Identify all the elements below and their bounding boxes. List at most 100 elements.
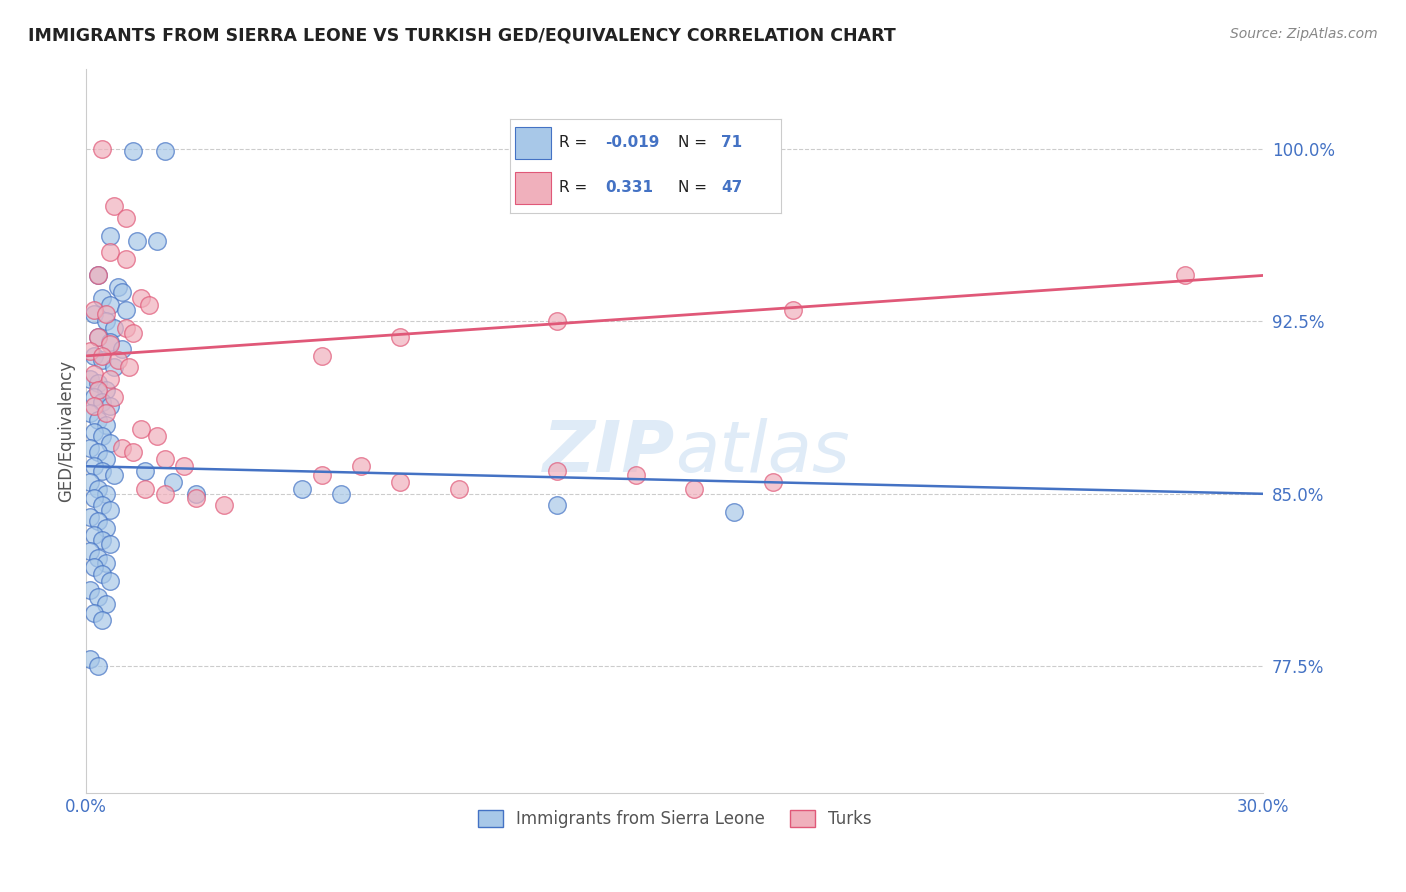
Point	[212, 498, 235, 512]
Point	[94, 521, 117, 535]
Point	[110, 285, 132, 299]
Point	[87, 591, 110, 605]
Point	[98, 537, 121, 551]
Point	[94, 308, 117, 322]
Point	[87, 330, 110, 344]
Point	[98, 372, 121, 386]
Point	[389, 330, 412, 344]
Point	[98, 436, 121, 450]
Point	[129, 292, 152, 306]
Point	[83, 528, 105, 542]
Point	[129, 422, 152, 436]
Point	[98, 298, 121, 312]
Point	[83, 459, 105, 474]
Point	[114, 252, 136, 267]
Point	[330, 487, 353, 501]
Point	[723, 505, 745, 519]
Point	[94, 452, 117, 467]
Point	[122, 145, 145, 159]
Point	[83, 308, 105, 322]
Point	[1174, 268, 1197, 283]
Point	[79, 344, 101, 359]
Point	[87, 384, 110, 398]
Point	[79, 406, 101, 420]
Point	[79, 583, 101, 598]
Text: atlas: atlas	[675, 417, 849, 487]
Point	[114, 321, 136, 335]
Point	[87, 413, 110, 427]
Point	[291, 482, 314, 496]
Point	[83, 425, 105, 439]
Point	[107, 353, 129, 368]
Point	[146, 429, 169, 443]
Point	[153, 452, 176, 467]
Point	[87, 482, 110, 496]
Point	[83, 349, 105, 363]
Point	[91, 292, 114, 306]
Point	[94, 417, 117, 432]
Point	[79, 475, 101, 490]
Point	[114, 211, 136, 225]
Point	[138, 298, 160, 312]
Point	[546, 464, 568, 478]
Point	[127, 234, 149, 248]
Point	[91, 464, 114, 478]
Point	[110, 342, 132, 356]
Point	[83, 607, 105, 621]
Point	[83, 560, 105, 574]
Point	[98, 400, 121, 414]
Point	[98, 503, 121, 517]
Point	[546, 498, 568, 512]
Point	[389, 475, 412, 490]
Point	[107, 280, 129, 294]
Point	[98, 337, 121, 351]
Legend: Immigrants from Sierra Leone, Turks: Immigrants from Sierra Leone, Turks	[471, 804, 879, 835]
Point	[79, 544, 101, 558]
Point	[186, 487, 208, 501]
Point	[122, 445, 145, 459]
Point	[311, 468, 333, 483]
Point	[153, 145, 176, 159]
Point	[91, 567, 114, 582]
Point	[79, 372, 101, 386]
Point	[83, 400, 105, 414]
Point	[134, 482, 156, 496]
Point	[79, 509, 101, 524]
Point	[79, 652, 101, 666]
Point	[87, 268, 110, 283]
Point	[134, 464, 156, 478]
Point	[83, 368, 105, 382]
Point	[91, 498, 114, 512]
Point	[122, 326, 145, 340]
Point	[94, 314, 117, 328]
Point	[87, 268, 110, 283]
Point	[87, 551, 110, 566]
Point	[91, 429, 114, 443]
Point	[782, 302, 804, 317]
Point	[91, 533, 114, 547]
Point	[91, 349, 114, 363]
Point	[762, 475, 785, 490]
Point	[624, 468, 647, 483]
Point	[91, 395, 114, 409]
Point	[350, 459, 373, 474]
Y-axis label: GED/Equivalency: GED/Equivalency	[58, 359, 75, 501]
Point	[146, 234, 169, 248]
Point	[118, 360, 141, 375]
Point	[546, 314, 568, 328]
Point	[162, 475, 184, 490]
Point	[83, 491, 105, 506]
Point	[94, 406, 117, 420]
Point	[103, 321, 125, 335]
Point	[153, 487, 176, 501]
Point	[94, 597, 117, 611]
Point	[87, 659, 110, 673]
Point	[103, 390, 125, 404]
Point	[91, 142, 114, 156]
Point	[186, 491, 208, 506]
Text: ZIP: ZIP	[543, 417, 675, 487]
Point	[103, 199, 125, 213]
Point	[94, 487, 117, 501]
Point	[94, 384, 117, 398]
Text: IMMIGRANTS FROM SIERRA LEONE VS TURKISH GED/EQUIVALENCY CORRELATION CHART: IMMIGRANTS FROM SIERRA LEONE VS TURKISH …	[28, 27, 896, 45]
